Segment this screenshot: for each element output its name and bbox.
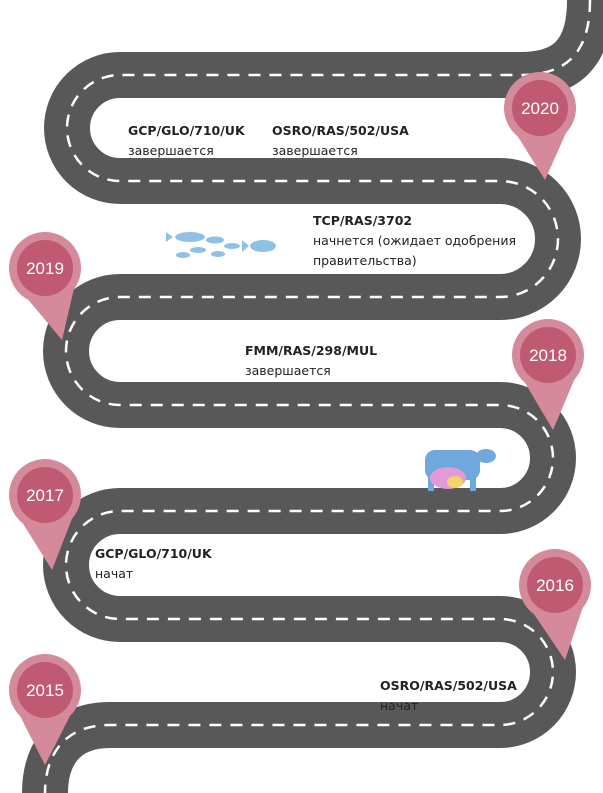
year-label: 2020 [521,99,559,118]
project-status: завершается [272,143,358,158]
project-code: GCP/GLO/710/UK [95,546,213,561]
cow-icon [425,449,496,491]
project-code: GCP/GLO/710/UK [128,123,246,138]
fish-icons [166,232,276,258]
roadmap: 2020 2019 2018 2017 2016 2015 GCP/GLO/710/UK з… [0,0,603,793]
project-status: завершается [245,363,331,378]
project-status: начат [95,566,133,581]
year-label: 2017 [26,486,64,505]
year-label: 2018 [529,346,567,365]
project-status: начнется (ожидает одобрения [313,233,516,248]
project-code: OSRO/RAS/502/USA [380,678,517,693]
project-status: начат [380,698,418,713]
year-label: 2019 [26,259,64,278]
project-status: правительства) [313,253,417,268]
project-code: TCP/RAS/3702 [313,213,412,228]
project-status: завершается [128,143,214,158]
year-label: 2016 [536,576,574,595]
year-label: 2015 [26,681,64,700]
project-code: OSRO/RAS/502/USA [272,123,409,138]
project-code: FMM/RAS/298/MUL [245,343,377,358]
